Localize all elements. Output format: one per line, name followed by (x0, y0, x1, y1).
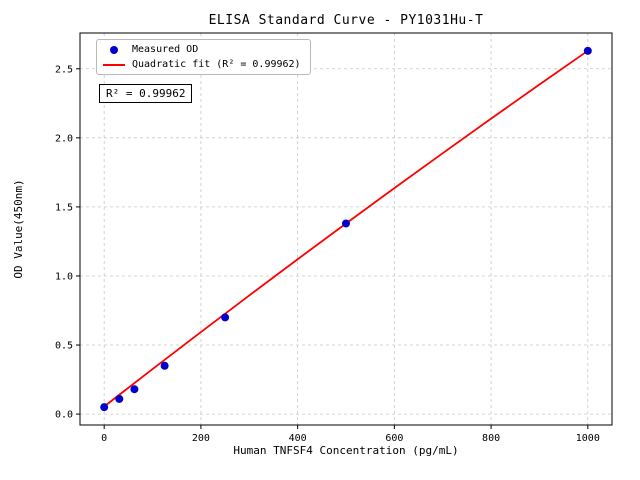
svg-text:0.5: 0.5 (55, 341, 73, 352)
svg-text:800: 800 (482, 433, 500, 444)
svg-text:1.0: 1.0 (55, 271, 73, 282)
legend-item-quadratic-fit: Quadratic fit (R² = 0.99962) (103, 59, 301, 70)
x-axis-label: Human TNFSF4 Concentration (pg/mL) (233, 444, 459, 457)
legend-item-measured-od: Measured OD (103, 44, 301, 55)
chart-title: ELISA Standard Curve - PY1031Hu-T (208, 13, 484, 28)
svg-text:1000: 1000 (576, 433, 600, 444)
fit-line-marker-icon (103, 63, 125, 66)
svg-text:0.0: 0.0 (55, 410, 73, 421)
svg-text:600: 600 (385, 433, 403, 444)
scatter-dot-marker-icon (110, 45, 118, 54)
svg-text:1.5: 1.5 (55, 202, 73, 213)
r-squared-annotation: R² = 0.99962 (99, 84, 193, 103)
svg-text:0: 0 (101, 433, 107, 444)
legend: Measured OD Quadratic fit (R² = 0.99962) (96, 39, 311, 75)
legend-label-quadratic-fit: Quadratic fit (R² = 0.99962) (132, 59, 301, 70)
svg-text:2.5: 2.5 (55, 64, 73, 75)
y-axis-label: OD Value(450nm) (12, 179, 25, 279)
svg-text:400: 400 (289, 433, 307, 444)
legend-label-measured-od: Measured OD (132, 44, 199, 55)
svg-text:200: 200 (192, 433, 210, 444)
svg-text:2.0: 2.0 (55, 133, 73, 144)
